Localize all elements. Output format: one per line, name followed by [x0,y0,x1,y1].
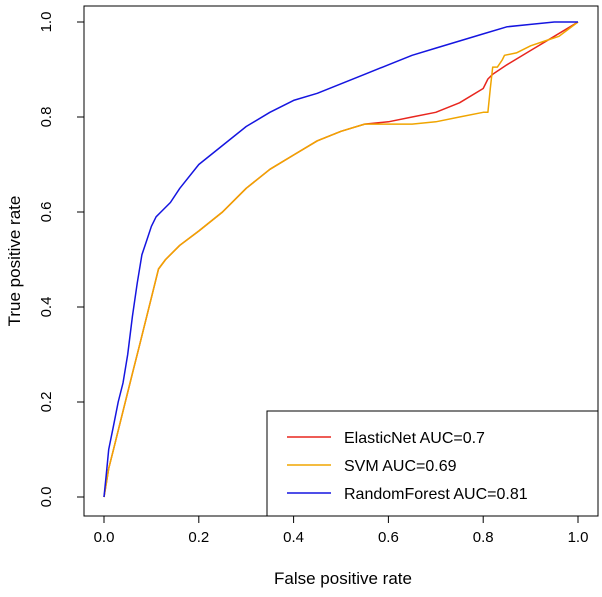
legend: ElasticNet AUC=0.7 SVM AUC=0.69 RandomFo… [266,410,599,517]
series-line-randomforest [103,21,578,498]
y-tick-label: 1.0 [38,12,55,33]
legend-label-svm: SVM AUC=0.69 [344,458,457,475]
x-tick-label: 0.0 [94,529,115,546]
y-axis: 0.0 0.2 0.4 0.6 0.8 1.0 [38,12,85,508]
x-tick-label: 1.0 [568,529,589,546]
legend-label-elasticnet: ElasticNet AUC=0.7 [344,430,485,447]
y-axis-title: True positive rate [5,196,24,327]
y-tick-label: 0.8 [38,107,55,128]
y-tick-label: 0.6 [38,202,55,223]
legend-box [266,410,599,517]
x-tick-label: 0.6 [378,529,399,546]
x-tick-label: 0.8 [473,529,494,546]
y-tick-label: 0.0 [38,487,55,508]
x-axis: 0.0 0.2 0.4 0.6 0.8 1.0 [94,515,589,546]
y-tick-label: 0.2 [38,392,55,413]
x-tick-label: 0.2 [188,529,209,546]
series-layer [103,21,579,498]
x-tick-label: 0.4 [283,529,304,546]
legend-label-randomforest: RandomForest AUC=0.81 [344,486,528,503]
x-axis-title: False positive rate [274,569,412,588]
y-tick-label: 0.4 [38,297,55,318]
series-line-svm [103,21,579,498]
